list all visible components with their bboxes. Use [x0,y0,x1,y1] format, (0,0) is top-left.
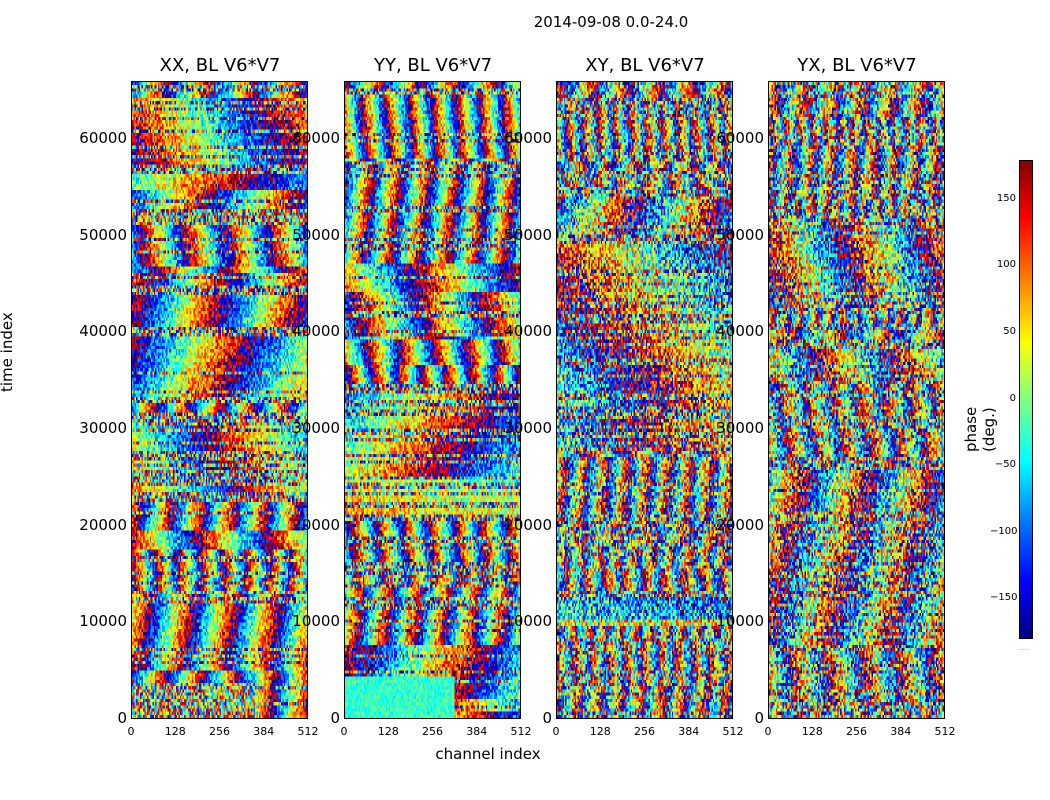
x-tick-label: 256 [209,725,230,738]
heatmap-panel-3 [556,81,733,719]
colorbar-minor-label: ...... [1017,645,1029,652]
x-tick-label: 0 [340,725,348,738]
y-tick-label: 20000 [79,515,127,534]
x-tick-label: 256 [846,725,867,738]
colorbar-tick-label: −100 [990,525,1018,537]
y-tick-label: 40000 [716,322,764,341]
y-tick-label: 40000 [504,322,552,341]
y-tick-label: 0 [117,709,127,727]
x-tick-label: 128 [801,725,823,738]
colorbar-tick-label: 100 [996,259,1016,271]
y-tick-label: 10000 [716,612,764,631]
y-tick-label: 10000 [79,612,127,631]
x-tick-label: 128 [589,725,611,738]
y-tick-label: 30000 [292,419,340,437]
panel-title-3: XY, BL V6*V7 [585,55,705,76]
x-tick-label: 384 [466,725,488,738]
x-tick-label: 512 [510,725,532,738]
y-tick-label: 50000 [504,225,552,244]
colorbar-tick-label: 50 [1003,325,1016,337]
y-tick-label: 40000 [292,322,340,341]
x-axis-label: channel index [435,745,541,763]
y-tick-label: 0 [754,709,764,727]
y-tick-label: 30000 [716,419,764,437]
x-tick-label: 512 [934,725,956,738]
x-tick-label: 128 [377,725,399,738]
phase-heatmap-3 [557,82,732,718]
x-tick-label: 512 [297,725,319,738]
colorbar-tick-label: 0 [1009,392,1016,404]
colorbar [1019,160,1033,639]
y-tick-label: 20000 [504,515,552,534]
y-tick-label: 50000 [716,225,764,244]
y-tick-label: 60000 [292,129,340,147]
x-tick-label: 384 [678,725,700,738]
y-tick-label: 50000 [292,225,340,244]
y-tick-label: 30000 [79,419,127,437]
y-tick-label: 20000 [292,515,340,534]
y-tick-label: 10000 [292,612,340,631]
y-tick-label: 60000 [716,129,764,147]
x-tick-label: 256 [422,725,443,738]
x-tick-label: 128 [164,725,186,738]
panel-title-4: YX, BL V6*V7 [797,55,917,76]
y-tick-label: 40000 [79,322,127,341]
colorbar-label: phase (deg.) [962,406,998,452]
y-tick-label: 10000 [504,612,552,631]
phase-heatmap-2 [345,82,520,718]
heatmap-panel-2 [344,81,521,719]
panel-title-1: XX, BL V6*V7 [159,55,281,76]
heatmap-panel-4 [768,81,945,719]
x-tick-label: 0 [127,725,135,738]
heatmap-panel-1 [131,81,308,719]
y-tick-label: 0 [542,709,552,727]
panel-title-2: YY, BL V6*V7 [373,55,493,76]
y-tick-label: 30000 [504,419,552,437]
colorbar-tick-label: −150 [990,592,1018,604]
y-tick-label: 60000 [79,129,127,147]
phase-heatmap-1 [132,82,307,718]
colorbar-tick-label: −50 [994,459,1016,471]
y-tick-label: 20000 [716,515,764,534]
phase-heatmap-4 [769,82,944,718]
x-tick-label: 256 [634,725,655,738]
y-tick-label: 0 [330,709,340,727]
y-axis-label: time index [0,312,16,392]
x-tick-label: 384 [890,725,912,738]
x-tick-label: 0 [764,725,772,738]
figure-title: 2014-09-08 0.0-24.0 [533,13,689,31]
x-tick-label: 384 [253,725,275,738]
colorbar-tick-label: 150 [996,192,1016,204]
x-tick-label: 512 [722,725,744,738]
y-tick-label: 50000 [79,225,127,244]
y-tick-label: 60000 [504,129,552,147]
x-tick-label: 0 [552,725,560,738]
